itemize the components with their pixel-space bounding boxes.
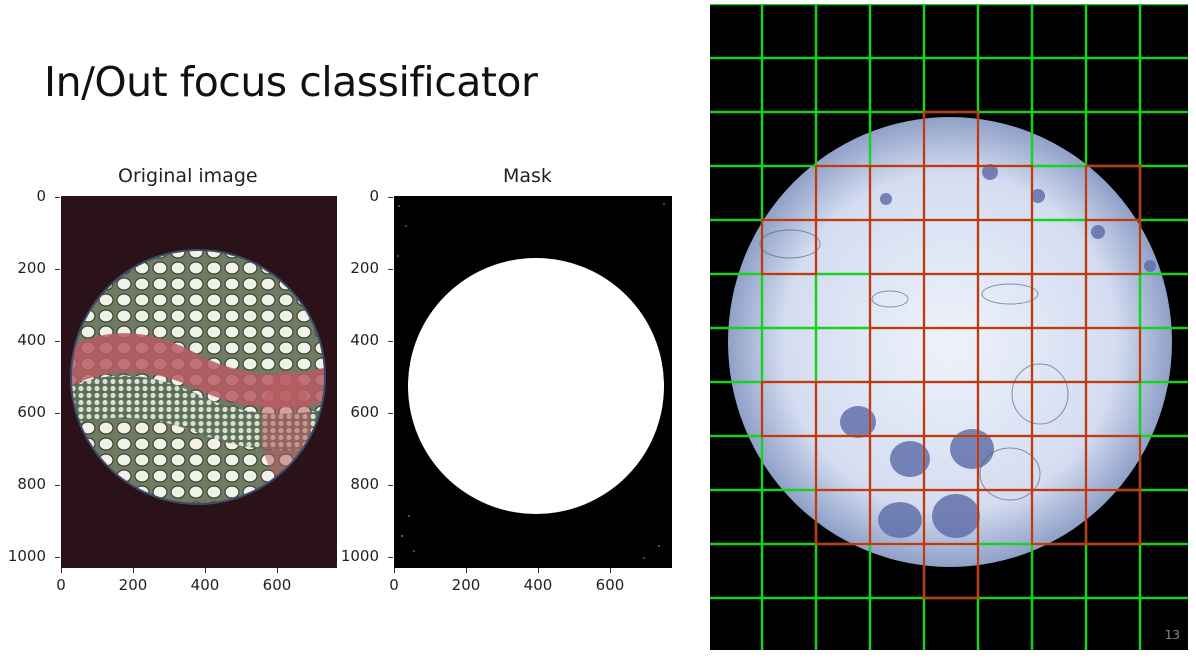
mask-ytick: 400	[350, 331, 379, 349]
focus-grid-overlay	[710, 4, 1188, 650]
original-ytick: 200	[17, 259, 46, 277]
focus-grid-image	[710, 4, 1188, 650]
original-xtick: 0	[56, 576, 66, 594]
mask-circle	[394, 196, 672, 568]
original-ytick: 600	[17, 403, 46, 421]
mask-xtick: 600	[595, 576, 625, 594]
original-ytick: 800	[17, 475, 46, 493]
original-ytick: 400	[17, 331, 46, 349]
original-xtick: 600	[262, 576, 292, 594]
mask-ytick: 800	[350, 475, 379, 493]
mask-xtick: 200	[451, 576, 481, 594]
mask-image	[394, 196, 672, 568]
flagged-grid-cell	[1085, 327, 1141, 383]
original-xtick: 200	[118, 576, 148, 594]
flagged-grid-cell	[761, 219, 817, 275]
flagged-grid-cell	[1085, 489, 1141, 545]
original-micrograph	[61, 196, 337, 568]
flagged-grid-cell	[1085, 219, 1141, 275]
slide-number: 13	[1164, 628, 1180, 642]
mask-xtick: 0	[389, 576, 399, 594]
original-ytick: 0	[36, 187, 46, 205]
original-image	[61, 196, 337, 568]
mask-xtick: 400	[523, 576, 553, 594]
mask-ytick: 200	[350, 259, 379, 277]
mask-ytick: 0	[369, 187, 379, 205]
original-xtick: 400	[190, 576, 220, 594]
mask-ytick: 1000	[340, 547, 379, 565]
flagged-grid-cell	[923, 543, 979, 599]
flagged-grid-cell	[923, 111, 979, 167]
mask-plot-title: Mask	[503, 165, 552, 187]
original-plot-title: Original image	[118, 165, 258, 187]
slide-title: In/Out focus classificator	[44, 58, 538, 106]
original-ytick: 1000	[7, 547, 46, 565]
mask-ytick: 600	[350, 403, 379, 421]
